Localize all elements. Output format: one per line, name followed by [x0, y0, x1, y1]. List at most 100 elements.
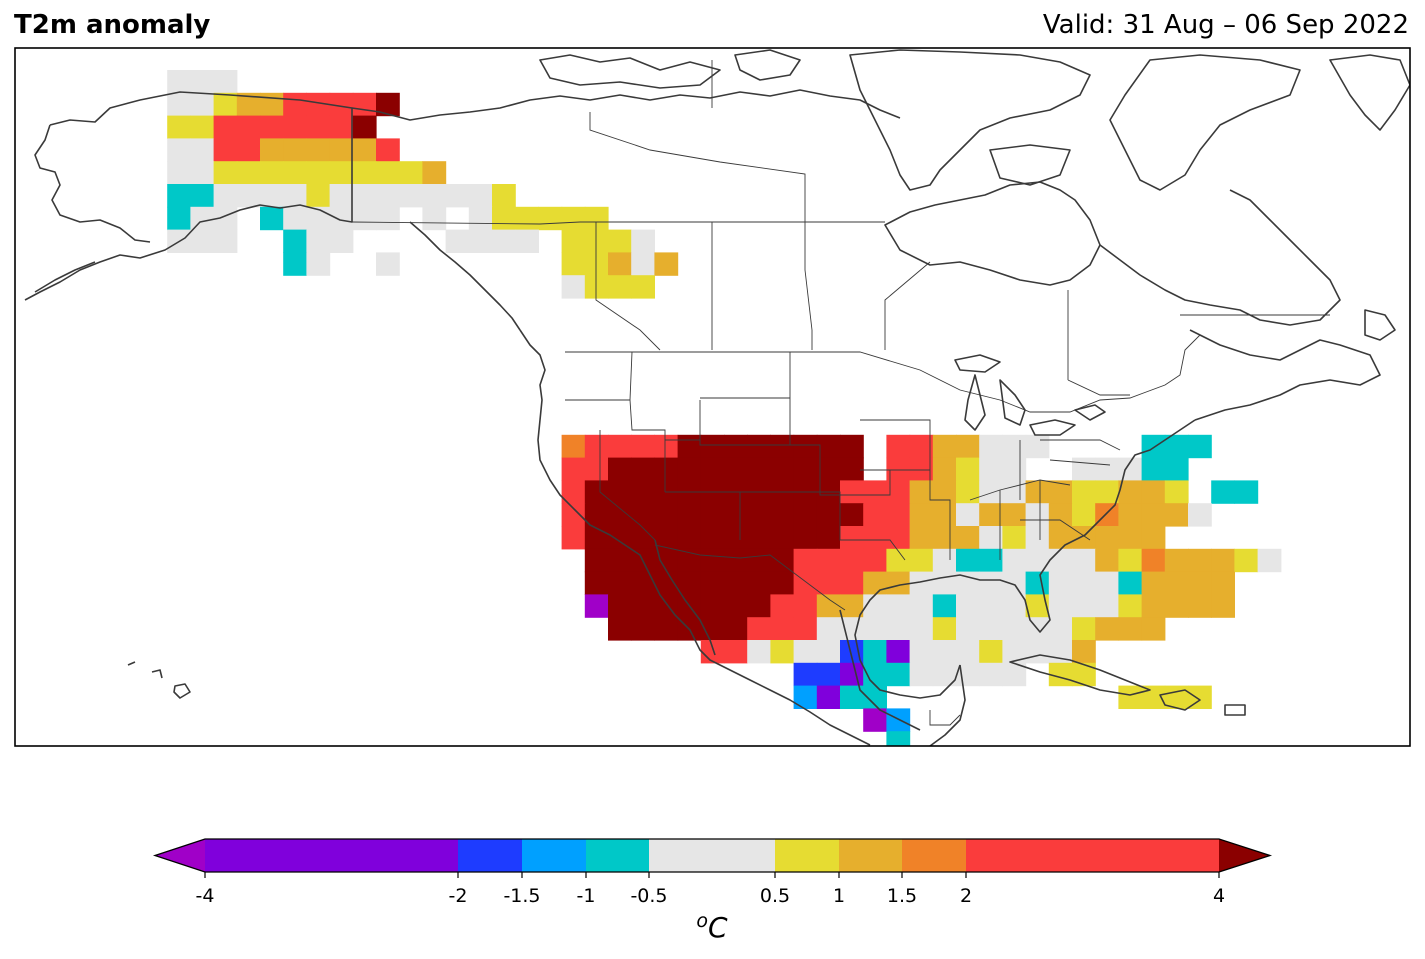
grid-cell — [1095, 480, 1119, 504]
grid-cell — [167, 184, 191, 208]
grid-cell — [1118, 617, 1143, 641]
grid-cell — [863, 662, 887, 687]
grid-cell — [747, 457, 771, 481]
grid-cell — [909, 594, 934, 618]
grid-cell — [608, 480, 632, 504]
grid-cell — [1141, 434, 1166, 459]
grid-cell — [445, 184, 470, 208]
grid-cell — [352, 138, 377, 162]
grid-cell — [608, 594, 632, 618]
grid-cell — [1118, 548, 1143, 573]
grid-cell — [1188, 434, 1212, 459]
map-title: T2m anomaly — [14, 10, 211, 40]
colorbar-bin — [966, 839, 1219, 872]
grid-cell — [376, 184, 400, 208]
grid-cell — [1141, 526, 1166, 550]
grid-cell — [584, 457, 609, 481]
grid-cell — [886, 526, 911, 550]
grid-cell — [793, 457, 818, 481]
grid-cell — [770, 617, 795, 641]
grid-cell — [1211, 548, 1235, 573]
grid-cell — [770, 434, 795, 459]
grid-cell — [260, 206, 284, 231]
grid-cell — [561, 480, 586, 504]
grid-cell — [306, 138, 331, 162]
grid-cell — [1072, 457, 1096, 481]
grid-cell — [1095, 457, 1119, 481]
grid-cell — [793, 617, 818, 641]
grid-cell — [1025, 526, 1050, 550]
grid-cell — [747, 503, 771, 527]
grid-cell — [1211, 571, 1235, 595]
grid-cell — [956, 503, 980, 527]
grid-cell — [1141, 617, 1166, 641]
grid-cell — [283, 115, 307, 139]
grid-cell — [793, 526, 818, 550]
grid-cell — [1025, 640, 1050, 664]
grid-cell — [1072, 480, 1096, 504]
grid-cell — [631, 617, 655, 641]
grid-cell — [1164, 594, 1189, 618]
grid-cell — [608, 526, 632, 550]
grid-cell — [932, 640, 957, 664]
grid-cell — [932, 480, 957, 504]
grid-cell — [979, 594, 1003, 618]
grid-cell — [190, 138, 215, 162]
grid-cell — [1025, 548, 1050, 573]
grid-cell — [747, 617, 771, 641]
grid-cell — [770, 548, 795, 573]
grid-cell — [283, 92, 307, 117]
grid-cell — [863, 640, 887, 664]
grid-cell — [584, 229, 609, 253]
grid-cell — [213, 70, 238, 94]
grid-cell — [979, 617, 1003, 641]
grid-cell — [909, 640, 934, 664]
grid-cell — [213, 184, 238, 208]
grid-cell — [1025, 571, 1050, 595]
grid-cell — [1234, 480, 1259, 504]
colorbar: -4 -2 -1.5 -1 -0.5 0.5 1 1.5 2 4 — [152, 838, 1273, 907]
grid-cell — [468, 229, 493, 253]
grid-cell — [724, 594, 748, 618]
grid-cell — [724, 526, 748, 550]
grid-cell — [352, 115, 377, 139]
grid-cell — [1164, 571, 1189, 595]
grid-cell — [1164, 457, 1189, 481]
grid-cell — [816, 685, 841, 709]
grid-cell — [886, 731, 911, 746]
grid-cell — [492, 229, 516, 253]
grid-cell — [840, 526, 864, 550]
colorbar-unit-label: oC — [696, 910, 728, 944]
grid-cell — [608, 617, 632, 641]
grid-cell — [167, 206, 191, 231]
grid-cell — [1072, 617, 1096, 641]
grid-cell — [376, 206, 400, 231]
grid-cell — [422, 206, 447, 231]
grid-cell — [1072, 503, 1096, 527]
grid-cell — [840, 617, 864, 641]
grid-cell — [584, 434, 609, 459]
grid-cell — [260, 115, 284, 139]
grid-cell — [329, 161, 354, 185]
grid-cell — [979, 457, 1003, 481]
grid-cell — [863, 571, 887, 595]
grid-cell — [654, 526, 679, 550]
grid-cell — [515, 229, 539, 253]
grid-cell — [283, 206, 307, 231]
grid-cell — [1188, 548, 1212, 573]
grid-cell — [631, 503, 655, 527]
colorbar-tick-label: 4 — [1213, 885, 1225, 907]
grid-cell — [886, 640, 911, 664]
grid-cell — [816, 594, 841, 618]
grid-cell — [1002, 548, 1027, 573]
grid-cell — [979, 480, 1003, 504]
grid-cell — [631, 571, 655, 595]
grid-cell — [306, 115, 331, 139]
grid-cell — [1118, 480, 1143, 504]
grid-cell — [1048, 526, 1073, 550]
grid-cell — [793, 662, 818, 687]
grid-cell — [376, 138, 400, 162]
grid-cell — [956, 457, 980, 481]
grid-cell — [886, 617, 911, 641]
grid-cell — [260, 138, 284, 162]
